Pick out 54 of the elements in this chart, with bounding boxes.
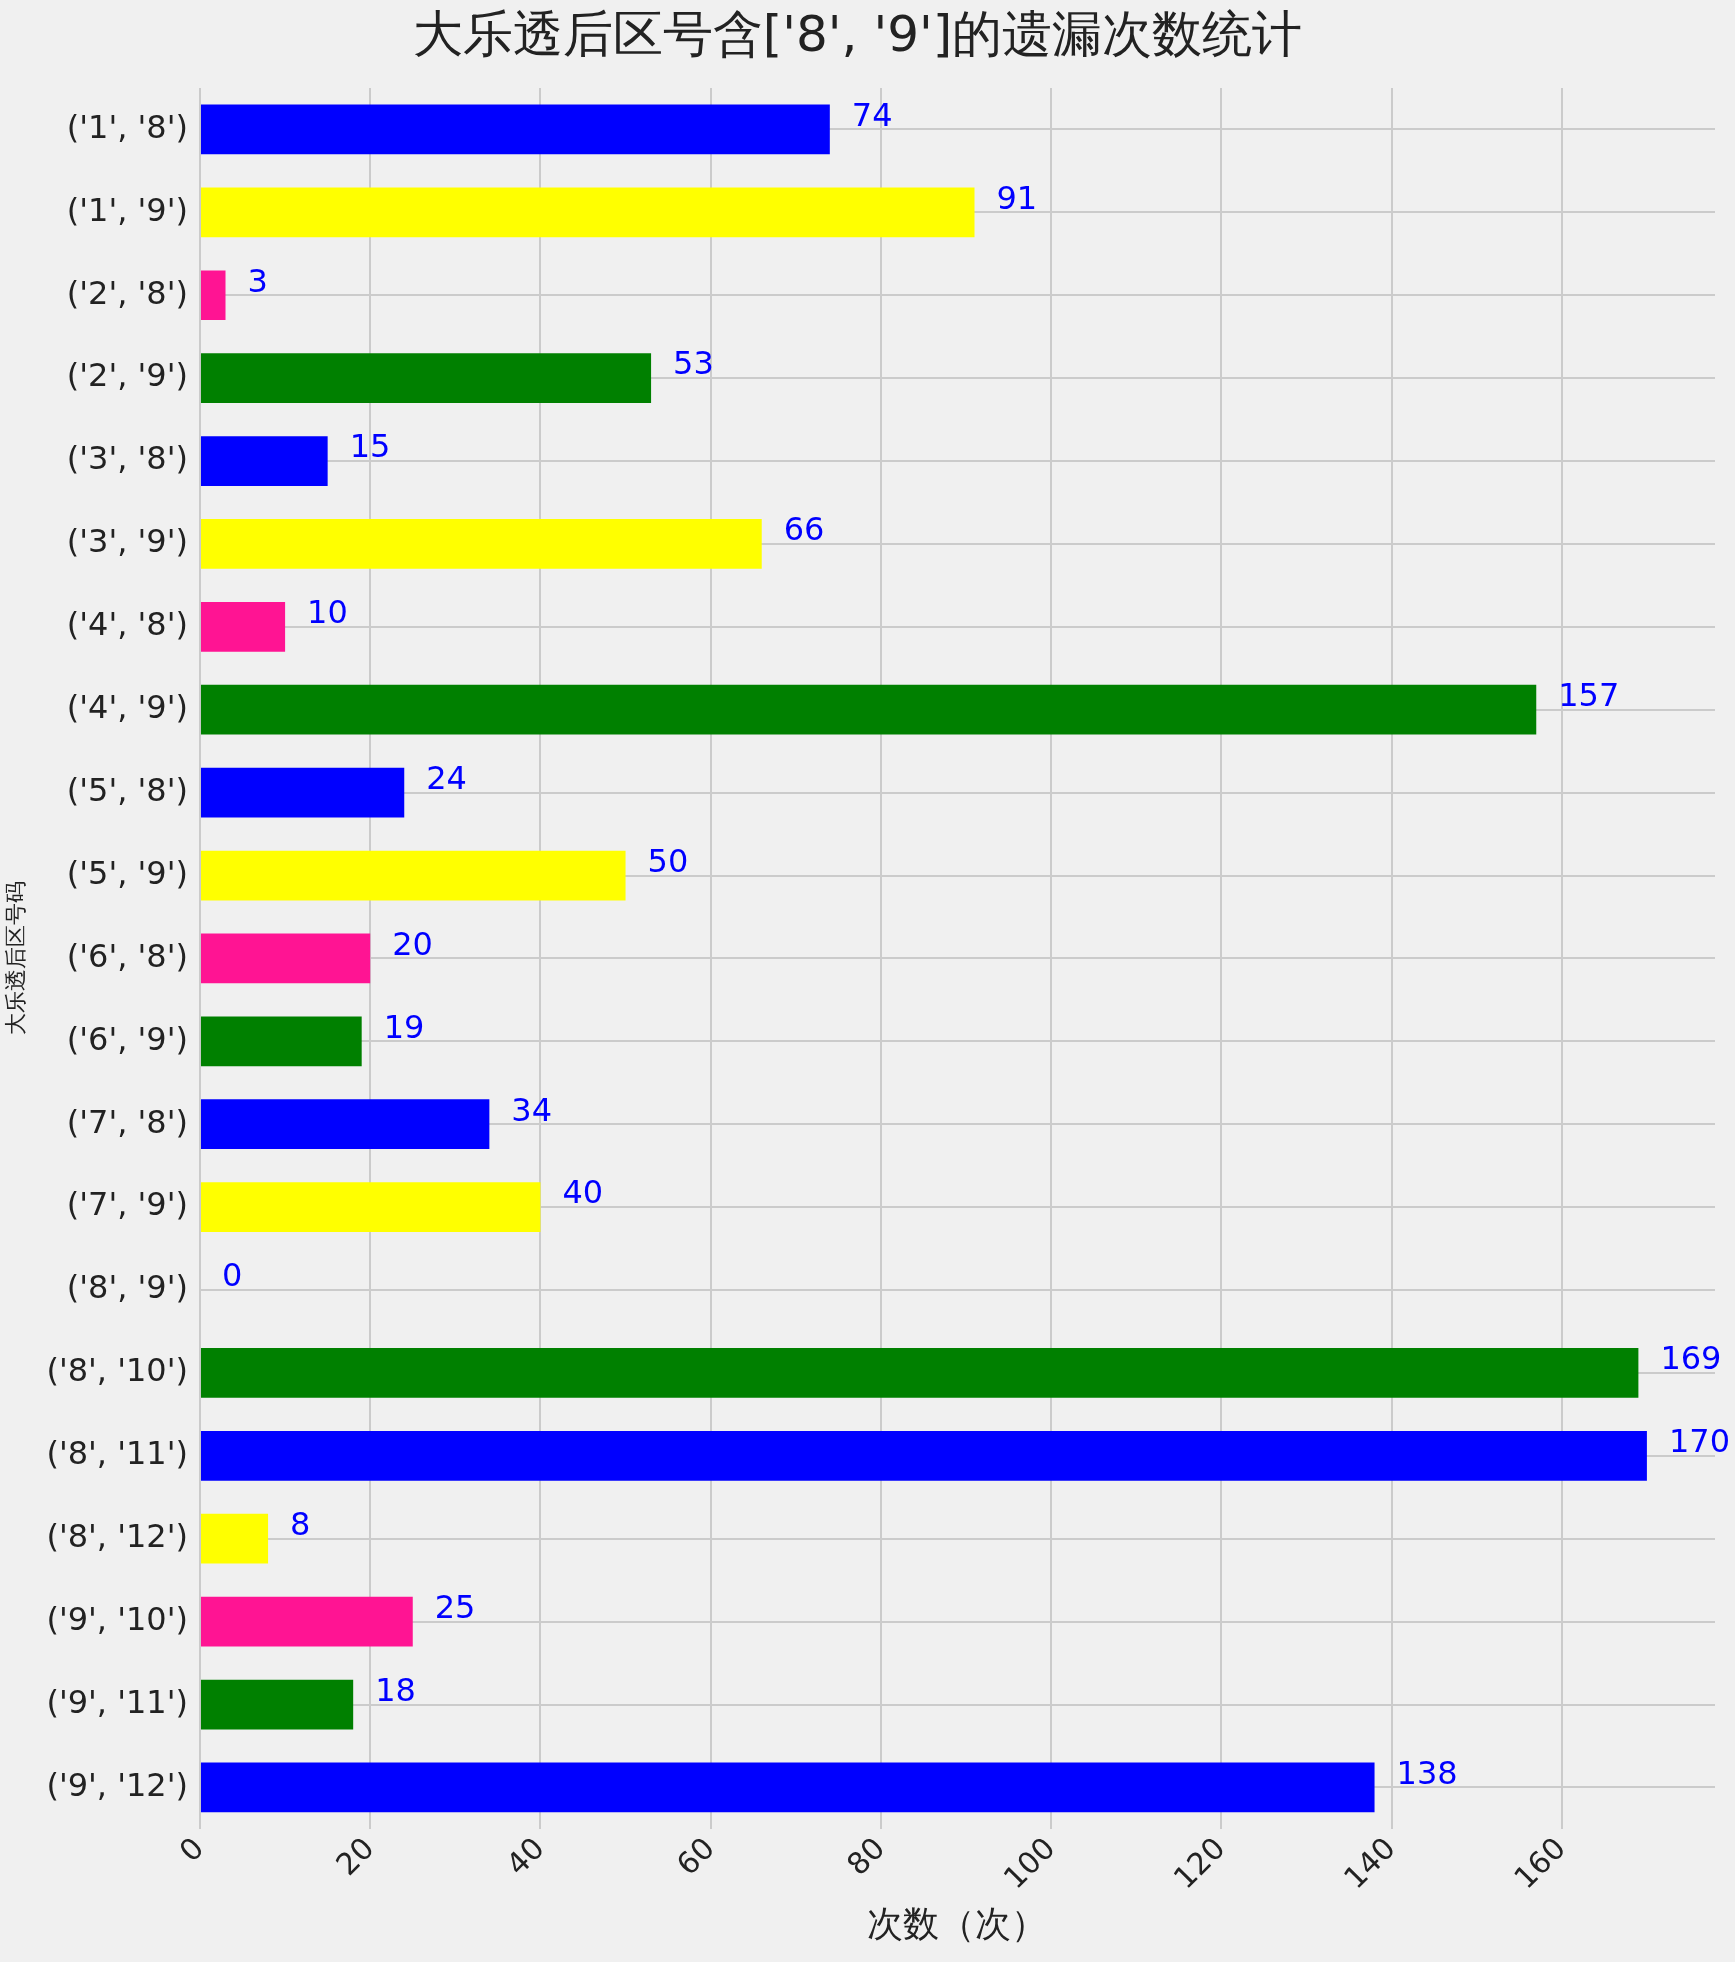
x-tick-label: 0 xyxy=(172,1830,211,1869)
x-tick-label: 80 xyxy=(839,1830,892,1883)
data-label: 18 xyxy=(375,1670,416,1709)
data-label: 34 xyxy=(511,1090,553,1129)
y-tick-label: ('1', '8') xyxy=(66,107,188,146)
data-label: 20 xyxy=(392,924,433,963)
data-label: 157 xyxy=(1558,676,1620,715)
y-tick-label: ('8', '12') xyxy=(46,1517,188,1556)
y-tick-label: ('3', '8') xyxy=(66,439,188,478)
x-tick-label: 60 xyxy=(669,1830,722,1883)
data-label: 91 xyxy=(996,178,1038,217)
y-tick-label: ('2', '9') xyxy=(66,356,188,395)
y-tick-label: ('3', '9') xyxy=(66,522,188,561)
data-label: 19 xyxy=(383,1007,425,1046)
y-tick-label: ('4', '8') xyxy=(66,605,188,644)
x-tick-label: 140 xyxy=(1336,1830,1403,1896)
y-tick-label: ('1', '9') xyxy=(66,190,188,229)
data-label: 8 xyxy=(290,1505,311,1544)
data-label: 53 xyxy=(673,344,714,383)
data-label: 40 xyxy=(562,1173,604,1212)
data-label: 0 xyxy=(221,1256,243,1295)
y-tick-label: ('6', '8') xyxy=(66,936,188,975)
data-label: 169 xyxy=(1660,1339,1722,1378)
y-tick-label: ('9', '11') xyxy=(46,1682,188,1721)
data-label: 138 xyxy=(1396,1753,1458,1792)
data-label: 10 xyxy=(307,593,348,632)
x-tick-label: 20 xyxy=(328,1830,381,1883)
y-tick-label: ('6', '9') xyxy=(66,1019,188,1058)
y-tick-label: ('7', '8') xyxy=(66,1102,188,1141)
chart-title: 大乐透后区号含['8', '9']的遗漏次数统计 xyxy=(412,4,1303,63)
y-tick-label: ('9', '10') xyxy=(46,1599,188,1638)
y-tick-label: ('5', '8') xyxy=(66,770,188,809)
data-label: 3 xyxy=(247,261,268,300)
data-label: 24 xyxy=(426,758,467,797)
y-tick-label: ('8', '11') xyxy=(46,1434,188,1473)
data-label: 25 xyxy=(434,1587,476,1626)
data-label: 15 xyxy=(349,427,391,466)
data-label: 170 xyxy=(1668,1422,1730,1461)
x-tick-label: 40 xyxy=(499,1830,551,1883)
x-tick-label: 120 xyxy=(1166,1830,1232,1896)
x-tick-label: 160 xyxy=(1507,1830,1573,1896)
x-tick-label: 100 xyxy=(996,1830,1062,1896)
data-label: 50 xyxy=(647,841,689,880)
y-tick-label: ('9', '12') xyxy=(46,1765,188,1804)
data-label: 74 xyxy=(851,95,893,134)
y-tick-label: ('8', '9') xyxy=(66,1268,188,1307)
y-tick-label: ('5', '9') xyxy=(66,853,188,892)
y-axis-title: 大乐透后区号码 xyxy=(2,881,28,1036)
y-tick-label: ('7', '9') xyxy=(66,1185,188,1224)
y-tick-label: ('4', '9') xyxy=(66,688,188,727)
y-tick-label: ('2', '8') xyxy=(66,273,188,312)
y-tick-label: ('8', '10') xyxy=(46,1351,188,1390)
x-axis-title: 次数（次） xyxy=(867,1902,1048,1944)
data-label: 66 xyxy=(783,510,825,549)
